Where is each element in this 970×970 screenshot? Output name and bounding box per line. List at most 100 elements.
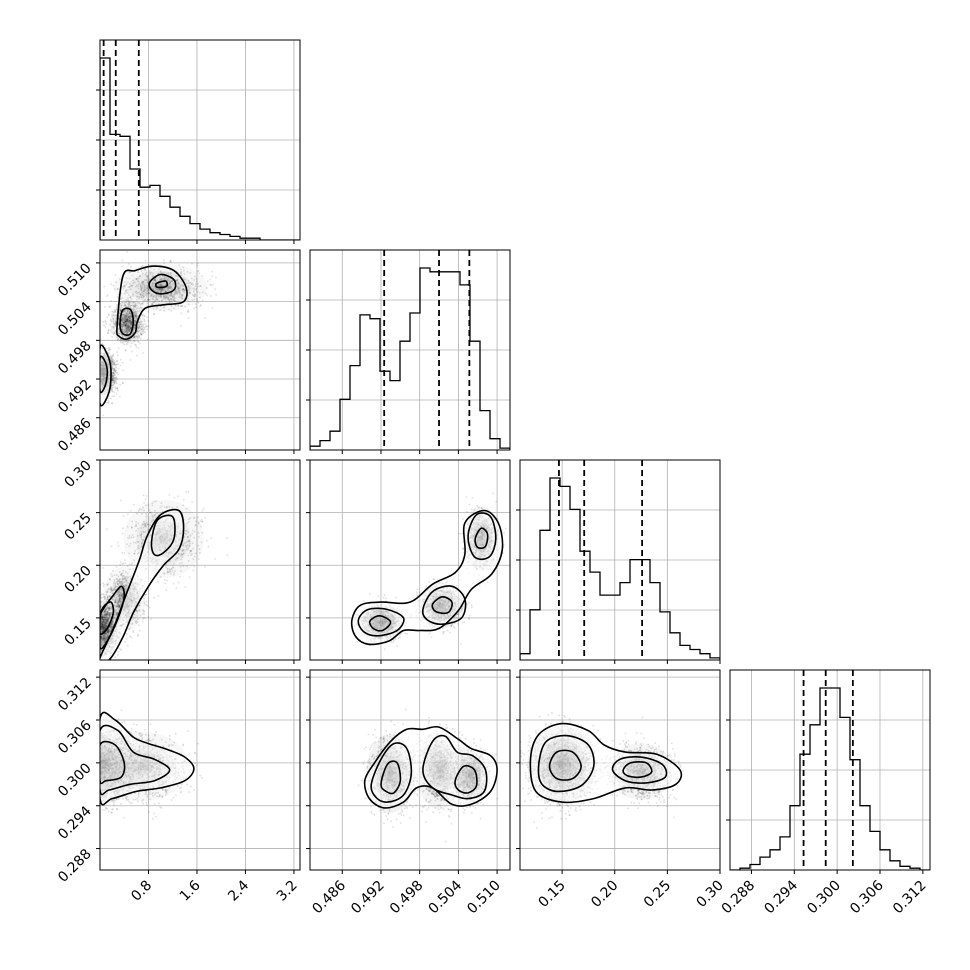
sample-point (154, 278, 156, 281)
sample-point (108, 395, 110, 398)
sample-point (106, 634, 109, 637)
histogram-step-line (730, 687, 930, 870)
sample-point (107, 636, 110, 638)
sample-point (125, 314, 128, 316)
sample-point (114, 584, 117, 587)
sample-point (100, 644, 102, 646)
sample-point (191, 293, 194, 296)
sample-point (96, 652, 98, 654)
sample-point (133, 326, 136, 328)
sample-point (137, 340, 139, 343)
sample-point (170, 299, 172, 301)
sample-point (174, 570, 176, 572)
sample-point (107, 629, 109, 631)
sample-point (98, 623, 100, 625)
sample-point (132, 313, 135, 315)
sample-point (103, 614, 106, 616)
sample-point (202, 291, 204, 294)
sample-point (111, 575, 113, 577)
sample-point (114, 369, 117, 372)
sample-point (125, 325, 127, 327)
sample-point (111, 326, 113, 328)
sample-point (151, 282, 154, 285)
sample-point (118, 596, 121, 598)
sample-point (111, 362, 113, 364)
sample-point (166, 293, 168, 296)
sample-point (111, 390, 114, 393)
sample-point (118, 312, 120, 314)
sample-point (128, 263, 130, 265)
sample-point (106, 630, 108, 633)
sample-point (98, 622, 100, 624)
sample-point (96, 380, 98, 382)
sample-point (94, 633, 96, 635)
sample-point (162, 285, 164, 287)
sample-point (133, 281, 136, 284)
sample-point (170, 274, 173, 277)
sample-point (114, 599, 116, 601)
sample-point (133, 336, 135, 339)
sample-point (121, 552, 124, 554)
sample-point (165, 284, 167, 286)
sample-point (95, 625, 97, 627)
sample-point (159, 305, 162, 308)
sample-point (133, 317, 136, 319)
sample-point (177, 287, 180, 289)
sample-point (122, 336, 125, 338)
sample-point (98, 409, 100, 411)
sample-point (94, 610, 96, 612)
sample-point (123, 327, 126, 329)
sample-point (116, 598, 119, 601)
sample-point (116, 612, 119, 615)
sample-point (143, 287, 146, 290)
sample-point (132, 630, 135, 632)
sample-point (103, 641, 105, 644)
sample-point (104, 597, 106, 600)
sample-point (113, 582, 115, 585)
sample-point (153, 295, 155, 297)
sample-point (100, 625, 102, 628)
sample-point (113, 383, 116, 385)
sample-point (141, 294, 144, 296)
sample-point (150, 295, 152, 297)
sample-point (134, 310, 137, 313)
sample-point (105, 621, 107, 623)
sample-point (125, 317, 128, 320)
sample-point (154, 300, 157, 303)
sample-point (128, 310, 131, 312)
sample-point (147, 305, 149, 307)
sample-point (97, 620, 99, 622)
sample-point (112, 377, 114, 380)
sample-point (138, 510, 140, 512)
sample-point (138, 551, 140, 554)
sample-point (103, 627, 105, 629)
sample-point (116, 613, 118, 615)
sample-point (106, 625, 108, 627)
sample-point (144, 530, 147, 533)
sample-point (125, 277, 128, 279)
sample-point (104, 326, 107, 328)
sample-point (96, 372, 98, 374)
sample-point (125, 315, 127, 317)
sample-point (142, 293, 144, 295)
sample-point (85, 363, 87, 365)
sample-point (102, 616, 105, 618)
sample-point (113, 579, 116, 581)
sample-point (126, 318, 129, 320)
sample-point (96, 650, 98, 652)
sample-point (126, 330, 128, 333)
sample-point (123, 322, 126, 325)
sample-point (97, 632, 99, 634)
sample-point (111, 620, 114, 622)
sample-point (108, 607, 111, 610)
sample-point (106, 613, 109, 616)
x-tick-label: 0.294 (761, 877, 801, 917)
sample-point (113, 367, 115, 370)
sample-point (128, 319, 130, 322)
sample-point (157, 291, 159, 294)
sample-point (97, 362, 99, 364)
sample-point (106, 618, 109, 621)
sample-point (133, 327, 135, 329)
sample-point (105, 591, 108, 593)
sample-point (103, 624, 105, 627)
